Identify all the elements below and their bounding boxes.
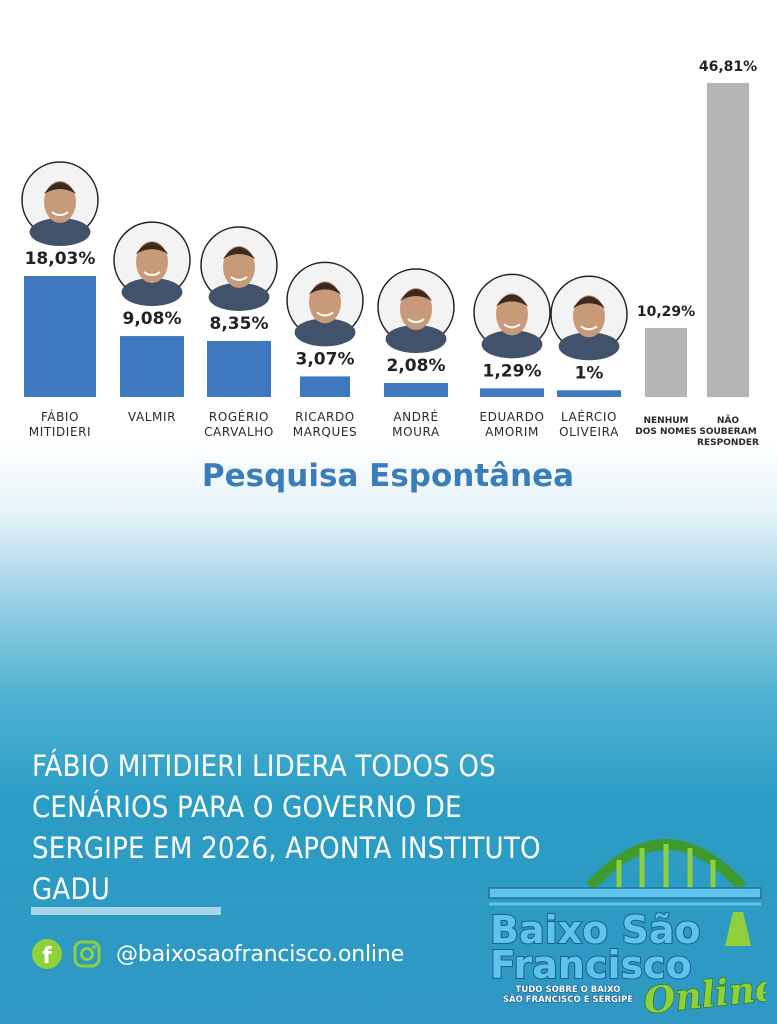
category-label-valmir: VALMIR	[128, 410, 176, 424]
bar-ricardo-marques	[300, 376, 350, 397]
category-label-nao-souberam-responder: NÃO	[717, 415, 739, 426]
logo-tagline-1: TUDO SOBRE O BAIXO	[516, 985, 621, 995]
category-label-eduardo-amorim: AMORIM	[485, 425, 539, 439]
headline-underline	[31, 907, 221, 915]
candidate-photo-laercio-oliveira	[550, 275, 628, 361]
candidate-photo-valmir	[113, 221, 191, 307]
category-label-andre-moura: MOURA	[392, 425, 440, 439]
social-handle[interactable]: @baixosaofrancisco.online	[116, 941, 404, 967]
category-label-laercio-oliveira: OLIVEIRA	[559, 425, 619, 439]
logo-line2: Francisco	[490, 943, 692, 987]
bar-valmir	[120, 336, 184, 397]
logo-tagline-2: SÃO FRANCISCO E SERGIPE	[503, 994, 633, 1005]
category-label-laercio-oliveira: LAÉRCIO	[561, 409, 617, 424]
candidate-photo-ricardo-marques	[286, 261, 364, 347]
category-label-rogerio-carvalho: ROGÉRIO	[209, 409, 269, 424]
brand-logo: Baixo São Francisco TUDO SOBRE O BAIXO S…	[488, 839, 766, 1017]
bar-nao-souberam-responder	[707, 82, 749, 397]
instagram-icon[interactable]	[72, 939, 102, 969]
bar-nenhum-dos-nomes	[645, 327, 687, 397]
candidate-photo-eduardo-amorim	[473, 273, 551, 359]
logo-bridge-cables	[616, 844, 716, 888]
category-label-ricardo-marques: MARQUES	[293, 425, 358, 439]
bar-rogerio-carvalho	[207, 340, 271, 397]
value-label-valmir: 9,08%	[123, 309, 182, 329]
value-label-eduardo-amorim: 1,29%	[483, 361, 542, 381]
chart-title: Pesquisa Espontânea	[202, 458, 574, 494]
bar-laercio-oliveira	[557, 390, 621, 397]
facebook-icon[interactable]: f	[32, 939, 62, 969]
headline: FÁBIO MITIDIERI LIDERA TODOS OS CENÁRIOS…	[32, 749, 541, 906]
category-label-ricardo-marques: RICARDO	[295, 410, 355, 424]
category-label-rogerio-carvalho: CARVALHO	[204, 425, 274, 439]
value-label-laercio-oliveira: 1%	[575, 363, 604, 383]
category-label-fabio-mitidieri: FÁBIO	[41, 409, 79, 424]
category-label-fabio-mitidieri: MITIDIERI	[29, 425, 91, 439]
social-bar: f @baixosaofrancisco.online	[32, 936, 404, 972]
value-label-ricardo-marques: 3,07%	[296, 349, 355, 369]
category-label-nao-souberam-responder: SOUBERAM	[699, 427, 756, 437]
logo-bridge-deck	[488, 887, 762, 899]
candidate-photo-fabio-mitidieri	[21, 161, 99, 247]
bar-andre-moura	[384, 383, 448, 397]
category-label-eduardo-amorim: EDUARDO	[479, 410, 544, 424]
category-label-andre-moura: ANDRÉ	[393, 409, 438, 424]
category-label-nenhum-dos-nomes: DOS NOMES	[635, 427, 697, 437]
logo-bridge-pillar	[725, 912, 751, 946]
bar-fabio-mitidieri	[24, 276, 96, 397]
candidate-photo-andre-moura	[377, 268, 455, 354]
bar-eduardo-amorim	[480, 388, 544, 397]
logo-line1: Baixo São	[490, 908, 701, 952]
candidate-photo-rogerio-carvalho	[200, 226, 278, 311]
category-label-nao-souberam-responder: RESPONDER	[697, 438, 759, 448]
category-label-nenhum-dos-nomes: NENHUM	[643, 416, 688, 426]
value-label-nenhum-dos-nomes: 10,29%	[637, 304, 695, 320]
value-label-fabio-mitidieri: 18,03%	[25, 249, 96, 269]
value-label-rogerio-carvalho: 8,35%	[210, 314, 269, 334]
value-label-nao-souberam-responder: 46,81%	[699, 59, 757, 75]
value-label-andre-moura: 2,08%	[387, 356, 446, 376]
